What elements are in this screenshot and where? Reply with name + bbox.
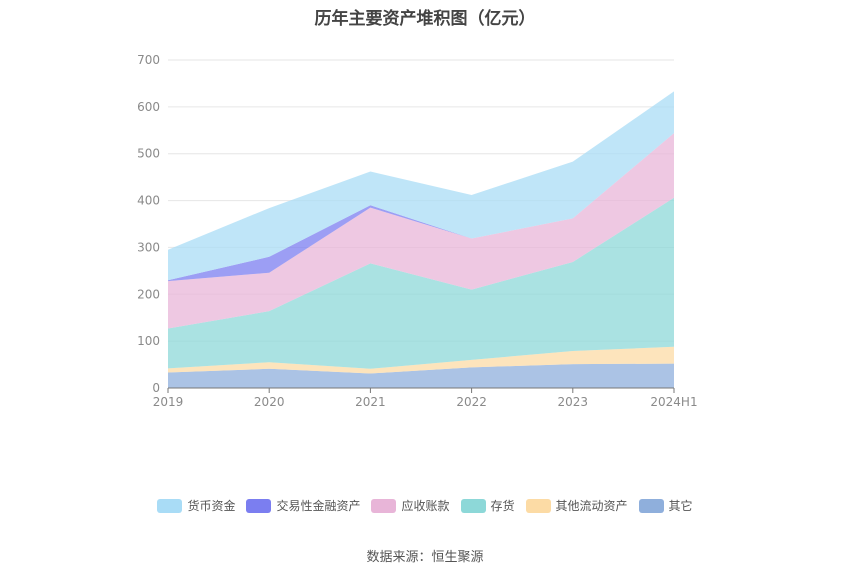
y-tick-label: 500 — [137, 147, 160, 161]
legend-label: 交易性金融资产 — [276, 499, 361, 513]
legend-label: 货币资金 — [187, 499, 236, 513]
y-tick-label: 0 — [152, 381, 160, 395]
x-tick-label: 2019 — [153, 395, 184, 409]
legend-item[interactable]: 交易性金融资产 — [246, 497, 360, 514]
legend-item[interactable]: 存货 — [460, 497, 515, 514]
x-axis: 2019 2020 2021 2022 2023 2024H1 — [153, 387, 698, 409]
y-tick-label: 600 — [137, 100, 160, 114]
legend-swatch — [525, 498, 551, 513]
legend-item[interactable]: 应收账款 — [371, 497, 450, 514]
legend-label: 其他流动资产 — [555, 499, 628, 513]
legend-label: 应收账款 — [401, 499, 450, 513]
area-series — [168, 91, 674, 388]
area-应收账款 — [168, 133, 674, 329]
x-tick-label: 2024H1 — [650, 395, 697, 409]
legend-label: 存货 — [490, 499, 515, 513]
area-其他流动资产 — [168, 346, 674, 374]
x-tick-label: 2023 — [558, 395, 589, 409]
y-tick-label: 400 — [137, 194, 160, 208]
legend-item[interactable]: 其他流动资产 — [525, 497, 628, 514]
legend-swatch — [157, 498, 183, 513]
legend-swatch — [638, 498, 664, 513]
y-tick-label: 100 — [137, 334, 160, 348]
x-tick-label: 2020 — [254, 395, 285, 409]
area-货币资金 — [168, 91, 674, 281]
legend-item[interactable]: 其它 — [638, 497, 693, 514]
legend: 货币资金 交易性金融资产 应收账款 存货 其他流动资产 其它 — [0, 497, 850, 514]
area-交易性金融资产 — [168, 133, 674, 282]
data-source: 数据来源：恒生聚源 — [366, 550, 484, 565]
legend-swatch — [460, 498, 486, 513]
legend-label: 其它 — [668, 499, 693, 513]
legend-item[interactable]: 货币资金 — [157, 497, 235, 514]
area-其它 — [168, 363, 674, 388]
y-tick-label: 200 — [137, 287, 160, 301]
chart-title: 历年主要资产堆积图（亿元） — [314, 9, 536, 29]
legend-swatch — [246, 498, 272, 513]
y-tick-label: 700 — [137, 53, 160, 67]
stacked-area-chart: 2019 2020 2021 2022 2023 2024H1 0 100 200 300 400… — [137, 53, 698, 409]
y-tick-label: 300 — [137, 240, 160, 254]
x-tick-label: 2022 — [456, 395, 487, 409]
y-axis: 0 100 200 300 400 500 600 700 — [137, 53, 160, 395]
area-存货 — [168, 197, 674, 369]
x-tick-label: 2021 — [355, 395, 386, 409]
legend-swatch — [371, 498, 397, 513]
